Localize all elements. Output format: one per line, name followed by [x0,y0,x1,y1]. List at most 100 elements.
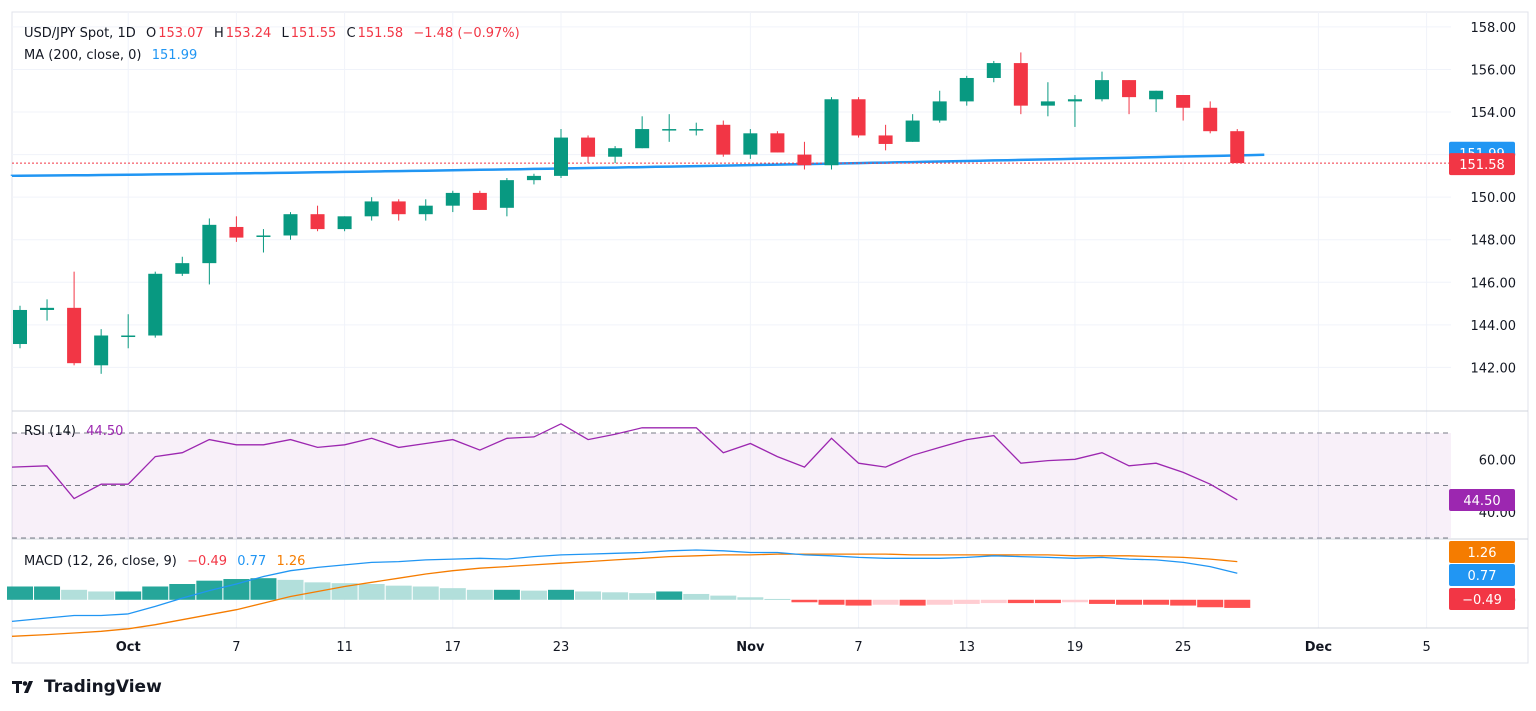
macd-axis-badge [1449,564,1515,586]
time-axis-label: 5 [1422,640,1430,655]
macd-histogram-bar [629,593,656,600]
macd-histogram-bar [845,599,872,606]
candle-body [905,120,920,142]
macd-histogram-bar [791,599,818,603]
ma-200-line [10,153,1265,178]
macd-histogram-bar [548,589,574,600]
time-axis-label: Oct [116,640,141,655]
macd-histogram-bar [1197,599,1224,608]
macd-histogram-bar [1224,599,1251,608]
macd-histogram-bar [358,584,385,600]
macd-histogram-bar [926,599,953,605]
high-value: 153.24 [225,26,272,41]
time-axis-label: Dec [1305,640,1332,655]
candle-body [202,224,217,264]
candle-body [608,148,623,157]
candle-body [175,263,190,274]
price-tick-label: 156.00 [1471,63,1517,78]
time-axis-label: 7 [854,640,862,655]
low-label: L [281,26,289,41]
price-tick-label: 158.00 [1471,21,1517,36]
macd-histogram-bar [7,586,33,600]
macd-histogram-bar [412,586,439,600]
price-tick-label: 150.00 [1471,191,1517,206]
macd-histogram-bar [466,589,493,600]
candle-body [1203,107,1218,132]
time-axis-label: 7 [232,640,240,655]
macd-histogram-bar [493,589,520,600]
candle-body [310,214,325,230]
change-value: −1.48 (−0.97%) [413,26,520,41]
candle-body [229,226,244,238]
candle-body [1122,80,1137,98]
candle-body [986,63,1001,78]
price-tick-label: 148.00 [1471,234,1517,249]
price-tick-label: 144.00 [1471,319,1517,334]
macd-histogram-bar [953,599,980,604]
candle-body [851,99,866,136]
candle-body [1013,63,1028,106]
macd-histogram-bar [115,591,142,600]
open-value: 153.07 [158,26,204,41]
macd-line [11,549,1238,623]
macd-histogram-bar [737,597,764,600]
macd-histogram-bar [710,595,737,600]
candle-body [743,133,758,155]
candle-body [770,133,785,153]
candle-body [283,214,298,236]
time-axis-label: 25 [1175,640,1192,655]
candle-body [472,192,487,210]
low-value: 151.55 [290,26,337,41]
macd-histogram-bar [1116,599,1143,605]
candle-body [418,205,433,215]
rsi-tick-label: 60.00 [1479,453,1516,468]
macd-histogram-bar [818,599,845,605]
macd-histogram-bar [61,589,88,600]
macd-histogram-bar [250,578,277,600]
rsi-line [11,423,1238,501]
price-tick-label: 154.00 [1471,106,1517,121]
rsi-axis-badge-label: 44.50 [1463,494,1500,509]
ma-legend-value: 151.99 [151,48,198,63]
macd-histogram-bar [980,599,1007,604]
macd-histogram-bar [575,591,602,600]
macd-signal-line [11,553,1238,637]
macd-histogram-bar [1089,599,1115,604]
macd-histogram-bar [169,584,196,600]
candle-body [1230,131,1245,164]
candle-body [364,201,379,217]
macd-histogram-bar [1034,599,1061,604]
time-axis-label: Nov [736,640,765,655]
high-label: H [213,26,224,41]
close-label: C [346,26,356,41]
ma-legend-label[interactable]: MA (200, close, 0) [24,48,142,63]
macd-legend-macd: 0.77 [237,554,267,569]
time-axis-label: 23 [553,640,570,655]
candle-body [959,77,974,102]
rsi-axis-badge [1449,488,1515,511]
candle-body [1067,99,1082,102]
time-axis-label: 13 [958,640,975,655]
macd-histogram-bar [872,599,899,605]
candle-body [391,201,406,215]
macd-histogram-bar [764,598,791,600]
macd-histogram-bar [683,593,710,600]
rsi-legend-label[interactable]: RSI (14) [24,424,76,439]
candle-body [67,307,82,364]
candle-body [499,180,514,208]
candle-body [932,101,947,121]
macd-axis-badge-label: 0.77 [1468,569,1497,584]
chart-frame [11,11,1529,664]
symbol-title[interactable]: USD/JPY Spot, 1D [24,26,136,41]
macd-axis-badge-label: −0.49 [1462,593,1502,608]
ma-legend: MA (200, close, 0) 151.99 [24,48,199,64]
tradingview-logo-icon [12,681,33,693]
macd-histogram-bar [520,590,547,600]
tradingview-logo[interactable]: TradingView [12,677,162,697]
macd-histogram-bar [142,586,169,600]
macd-axis-badge [1449,541,1515,563]
candle-body [337,216,352,230]
macd-legend-label[interactable]: MACD (12, 26, close, 9) [24,554,177,569]
macd-histogram-bar [1061,599,1088,603]
